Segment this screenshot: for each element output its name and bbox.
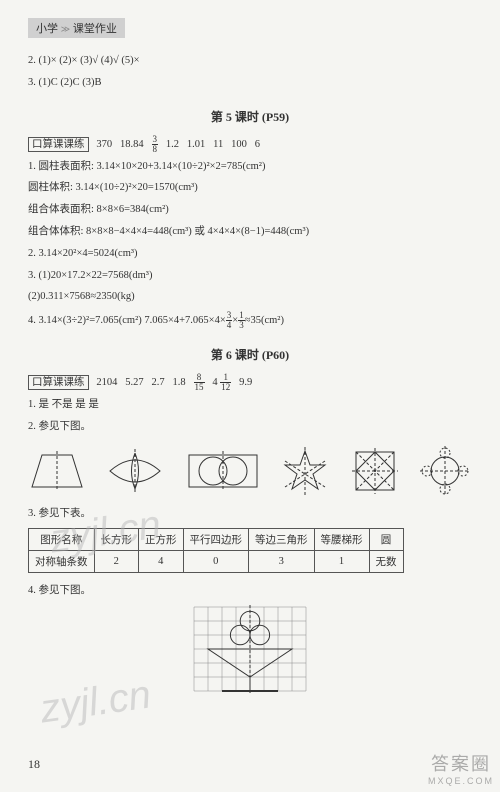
text-line: 2. 3.14×20²×4=5024(cm³) xyxy=(28,246,472,263)
kousuan-label: 口算课课练 xyxy=(28,375,89,390)
corner-wm-bottom: MXQE.COM xyxy=(428,776,494,786)
grid-drawing xyxy=(192,605,308,693)
text-line: 组合体体积: 8×8×8−4×4×4=448(cm³) 或 4×4×4×(8−1… xyxy=(28,224,472,241)
table-row: 对称轴条数 2 4 0 3 1 无数 xyxy=(29,550,404,572)
trapezoid-icon xyxy=(28,449,86,493)
kousuan-values: 2104 5.27 2.7 1.8 815 4 112 9.9 xyxy=(91,377,252,388)
circles-rect-icon xyxy=(185,449,261,493)
table-cell: 等边三角形 xyxy=(249,528,315,550)
corner-wm-top: 答案圈 xyxy=(428,750,494,776)
table-cell: 4 xyxy=(139,550,184,572)
table-cell: 3 xyxy=(249,550,315,572)
text-line: 4. 参见下图。 xyxy=(28,583,472,600)
table-row: 图形名称 长方形 正方形 平行四边形 等边三角形 等腰梯形 圆 xyxy=(29,528,404,550)
shapes-row xyxy=(28,444,472,498)
page-header: 小学 ≫ 课堂作业 xyxy=(28,18,125,38)
table-cell: 正方形 xyxy=(139,528,184,550)
kousuan-row: 口算课课练 2104 5.27 2.7 1.8 815 4 112 9.9 xyxy=(28,373,472,392)
section-title: 第 5 课时 (P59) xyxy=(28,108,472,125)
lens-icon xyxy=(104,449,166,493)
text-line: 3. (1)20×17.2×22=7568(dm³) xyxy=(28,268,472,285)
text-line: (2)0.311×7568≈2350(kg) xyxy=(28,289,472,306)
answer-line: 2. (1)× (2)× (3)√ (4)√ (5)× xyxy=(28,53,472,70)
text-line: 1. 圆柱表面积: 3.14×10×20+3.14×(10÷2)²×2=785(… xyxy=(28,159,472,176)
header-right: 课堂作业 xyxy=(73,23,117,35)
chevron-icon: ≫ xyxy=(61,24,70,34)
diamond-square-icon xyxy=(350,446,400,496)
section-title: 第 6 课时 (P60) xyxy=(28,346,472,363)
star-icon xyxy=(279,447,331,495)
table-cell: 图形名称 xyxy=(29,528,95,550)
page-number: 18 xyxy=(28,757,40,772)
kousuan-values: 370 18.84 38 1.2 1.01 11 100 6 xyxy=(91,139,260,150)
text-line: 1. 是 不是 是 是 xyxy=(28,397,472,414)
table-cell: 1 xyxy=(314,550,369,572)
text-line: 2. 参见下图。 xyxy=(28,419,472,436)
table-cell: 等腰梯形 xyxy=(314,528,369,550)
header-left: 小学 xyxy=(36,23,58,35)
kousuan-label: 口算课课练 xyxy=(28,137,89,152)
symmetry-table: 图形名称 长方形 正方形 平行四边形 等边三角形 等腰梯形 圆 对称轴条数 2 … xyxy=(28,528,404,573)
corner-watermark: 答案圈 MXQE.COM xyxy=(428,750,494,786)
table-cell: 长方形 xyxy=(94,528,139,550)
table-cell: 2 xyxy=(94,550,139,572)
text-line: 组合体表面积: 8×8×6=384(cm²) xyxy=(28,202,472,219)
table-cell: 平行四边形 xyxy=(183,528,249,550)
answer-line: 3. (1)C (2)C (3)B xyxy=(28,75,472,92)
table-cell: 圆 xyxy=(369,528,403,550)
kousuan-row: 口算课课练 370 18.84 38 1.2 1.01 11 100 6 xyxy=(28,135,472,154)
circle-orbits-icon xyxy=(418,444,472,498)
table-cell: 无数 xyxy=(369,550,403,572)
text-line: 4. 3.14×(3÷2)²=7.065(cm²) 7.065×4+7.065×… xyxy=(28,311,472,330)
text-line: 3. 参见下表。 xyxy=(28,506,472,523)
text-line: 圆柱体积: 3.14×(10÷2)²×20=1570(cm³) xyxy=(28,180,472,197)
table-cell: 0 xyxy=(183,550,249,572)
grid-figure xyxy=(28,605,472,696)
table-cell: 对称轴条数 xyxy=(29,550,95,572)
